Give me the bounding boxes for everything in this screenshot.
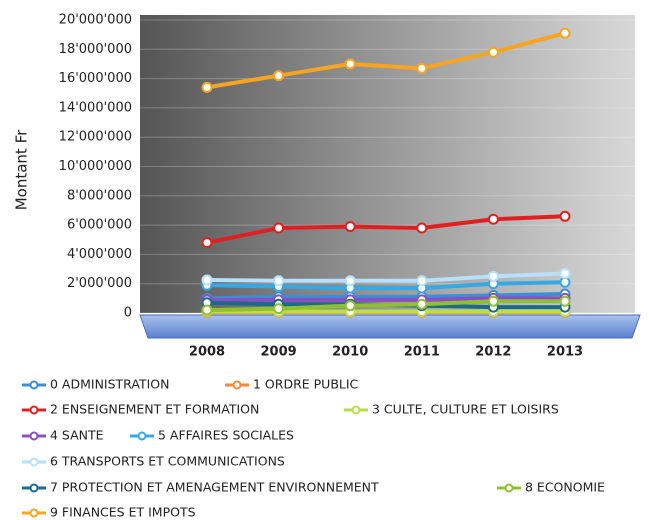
data-point [201,304,213,316]
data-point [416,298,428,310]
legend-marker [29,508,39,518]
legend-marker [29,431,39,441]
series-line [206,280,566,291]
legend-label: 1 ORDRE PUBLIC [253,377,359,392]
series-line [206,214,566,245]
data-point [201,274,213,286]
series-line [206,299,565,313]
data-point [344,275,356,287]
y-tick-label: 10'000'000 [59,159,132,174]
series-line [206,271,566,283]
data-point [344,221,356,233]
data-point [487,270,499,282]
data-point [487,295,499,307]
legend-marker [29,483,39,493]
y-tick-label: 20'000'000 [59,13,132,28]
data-point [559,210,571,222]
legend-marker [29,457,39,467]
x-tick-label: 2009 [261,345,297,360]
series-line [206,291,566,301]
y-tick-label: 4'000'000 [67,247,132,262]
legend-label: 0 ADMINISTRATION [50,377,169,392]
y-axis-title: Montant Fr [13,129,31,210]
legend-label: 8 ECONOMIE [525,480,605,495]
legend-marker [29,380,39,390]
y-tick-label: 14'000'000 [59,100,132,115]
legend-label: 3 CULTE, CULTURE ET LOISIRS [372,402,559,417]
data-point [487,213,499,225]
x-tick-label: 2013 [547,345,583,360]
data-point [273,303,285,315]
data-point [273,222,285,234]
y-tick-label: 12'000'000 [59,130,132,145]
y-tick-label: 16'000'000 [59,71,132,86]
legend-marker [232,380,242,390]
series-line [206,31,566,90]
x-tick-label: 2012 [475,345,511,360]
legend-label: 5 AFFAIRES SOCIALES [158,428,294,443]
legend-label: 2 ENSEIGNEMENT ET FORMATION [50,402,259,417]
plot-background [140,15,635,313]
data-point [201,237,213,249]
y-tick-label: 8'000'000 [67,188,132,203]
y-tick-label: 0 [124,306,132,321]
series-line [207,296,565,302]
data-point [201,81,213,93]
data-point [559,27,571,39]
legend-label: 4 SANTE [50,428,104,443]
data-point [273,70,285,82]
plot-base [139,314,641,339]
y-tick-label: 6'000'000 [67,218,132,233]
legend-label: 9 FINANCES ET IMPOTS [50,505,196,520]
legend-marker [29,405,39,415]
data-point [416,62,428,74]
legend-label: 7 PROTECTION ET AMENAGEMENT ENVIRONNEMEN… [50,480,379,495]
data-point [559,295,571,307]
data-point [416,275,428,287]
data-point [559,276,571,288]
y-tick-label: 18'000'000 [59,42,132,57]
data-point [344,300,356,312]
data-point [344,58,356,70]
data-point [559,267,571,279]
data-point [273,275,285,287]
y-tick-label: 2'000'000 [67,276,132,291]
x-tick-label: 2008 [189,345,225,360]
data-point [487,46,499,58]
legend-marker [137,431,147,441]
data-point [416,222,428,234]
legend-marker [504,483,514,493]
x-tick-label: 2010 [332,345,368,360]
x-tick-label: 2011 [404,345,440,360]
legend-marker [351,405,361,415]
legend-label: 6 TRANSPORTS ET COMMUNICATIONS [50,454,285,469]
